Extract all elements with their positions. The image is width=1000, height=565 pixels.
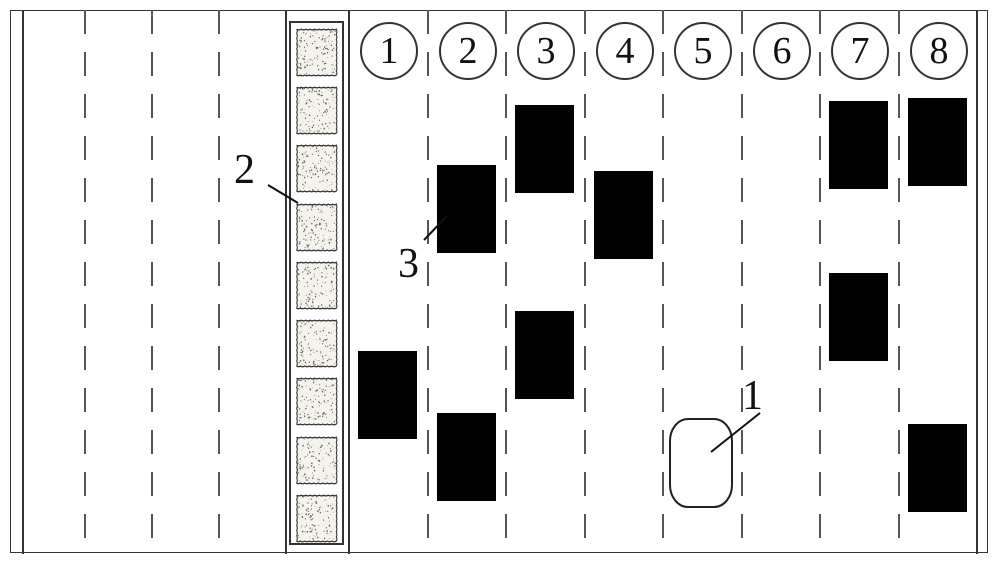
median-cell <box>294 434 339 486</box>
left-lane-line-1 <box>84 10 86 554</box>
callout-line-1 <box>709 411 762 454</box>
vehicle-black <box>437 413 496 501</box>
vehicle-black <box>515 311 574 399</box>
median-cell <box>294 375 339 427</box>
lane-label-2: 2 <box>439 22 497 80</box>
right-lane-line-6 <box>819 10 821 554</box>
callout-num-3: 3 <box>398 240 419 288</box>
lane-label-5: 5 <box>674 22 732 80</box>
left-lane-line-3 <box>218 10 220 554</box>
median-cell <box>294 317 339 369</box>
median-cell <box>294 259 339 311</box>
diagram-canvas: 12345678123 <box>0 0 1000 565</box>
lane-label-7: 7 <box>831 22 889 80</box>
vehicle-black <box>358 351 417 439</box>
right-lane-line-2 <box>505 10 507 554</box>
right-lane-line-5 <box>741 10 743 554</box>
vehicle-black <box>594 171 653 259</box>
vehicle-black <box>829 273 888 361</box>
right-lane-line-3 <box>584 10 586 554</box>
vehicle-black <box>908 424 967 512</box>
vehicle-black <box>908 98 967 186</box>
vehicle-black <box>829 101 888 189</box>
left-lane-line-0 <box>22 10 24 554</box>
right-lane-line-0 <box>348 10 352 554</box>
right-lane-line-7 <box>898 10 900 554</box>
median-cell <box>294 84 339 136</box>
callout-line-2 <box>266 183 300 205</box>
right-lane-line-8 <box>976 10 980 554</box>
right-lane-line-4 <box>662 10 664 554</box>
median-cell <box>294 492 339 544</box>
median-cell <box>294 201 339 253</box>
lane-label-1: 1 <box>360 22 418 80</box>
left-lane-line-4 <box>285 10 287 554</box>
vehicle-black <box>515 105 574 193</box>
callout-line-3 <box>422 214 449 242</box>
median-strip <box>289 21 344 545</box>
median-cell <box>294 142 339 194</box>
lane-label-4: 4 <box>596 22 654 80</box>
left-lane-line-2 <box>151 10 153 554</box>
lane-label-3: 3 <box>517 22 575 80</box>
right-lane-line-1 <box>427 10 429 554</box>
callout-num-2: 2 <box>234 146 255 194</box>
lane-label-8: 8 <box>910 22 968 80</box>
lane-label-6: 6 <box>753 22 811 80</box>
median-cell <box>294 26 339 78</box>
